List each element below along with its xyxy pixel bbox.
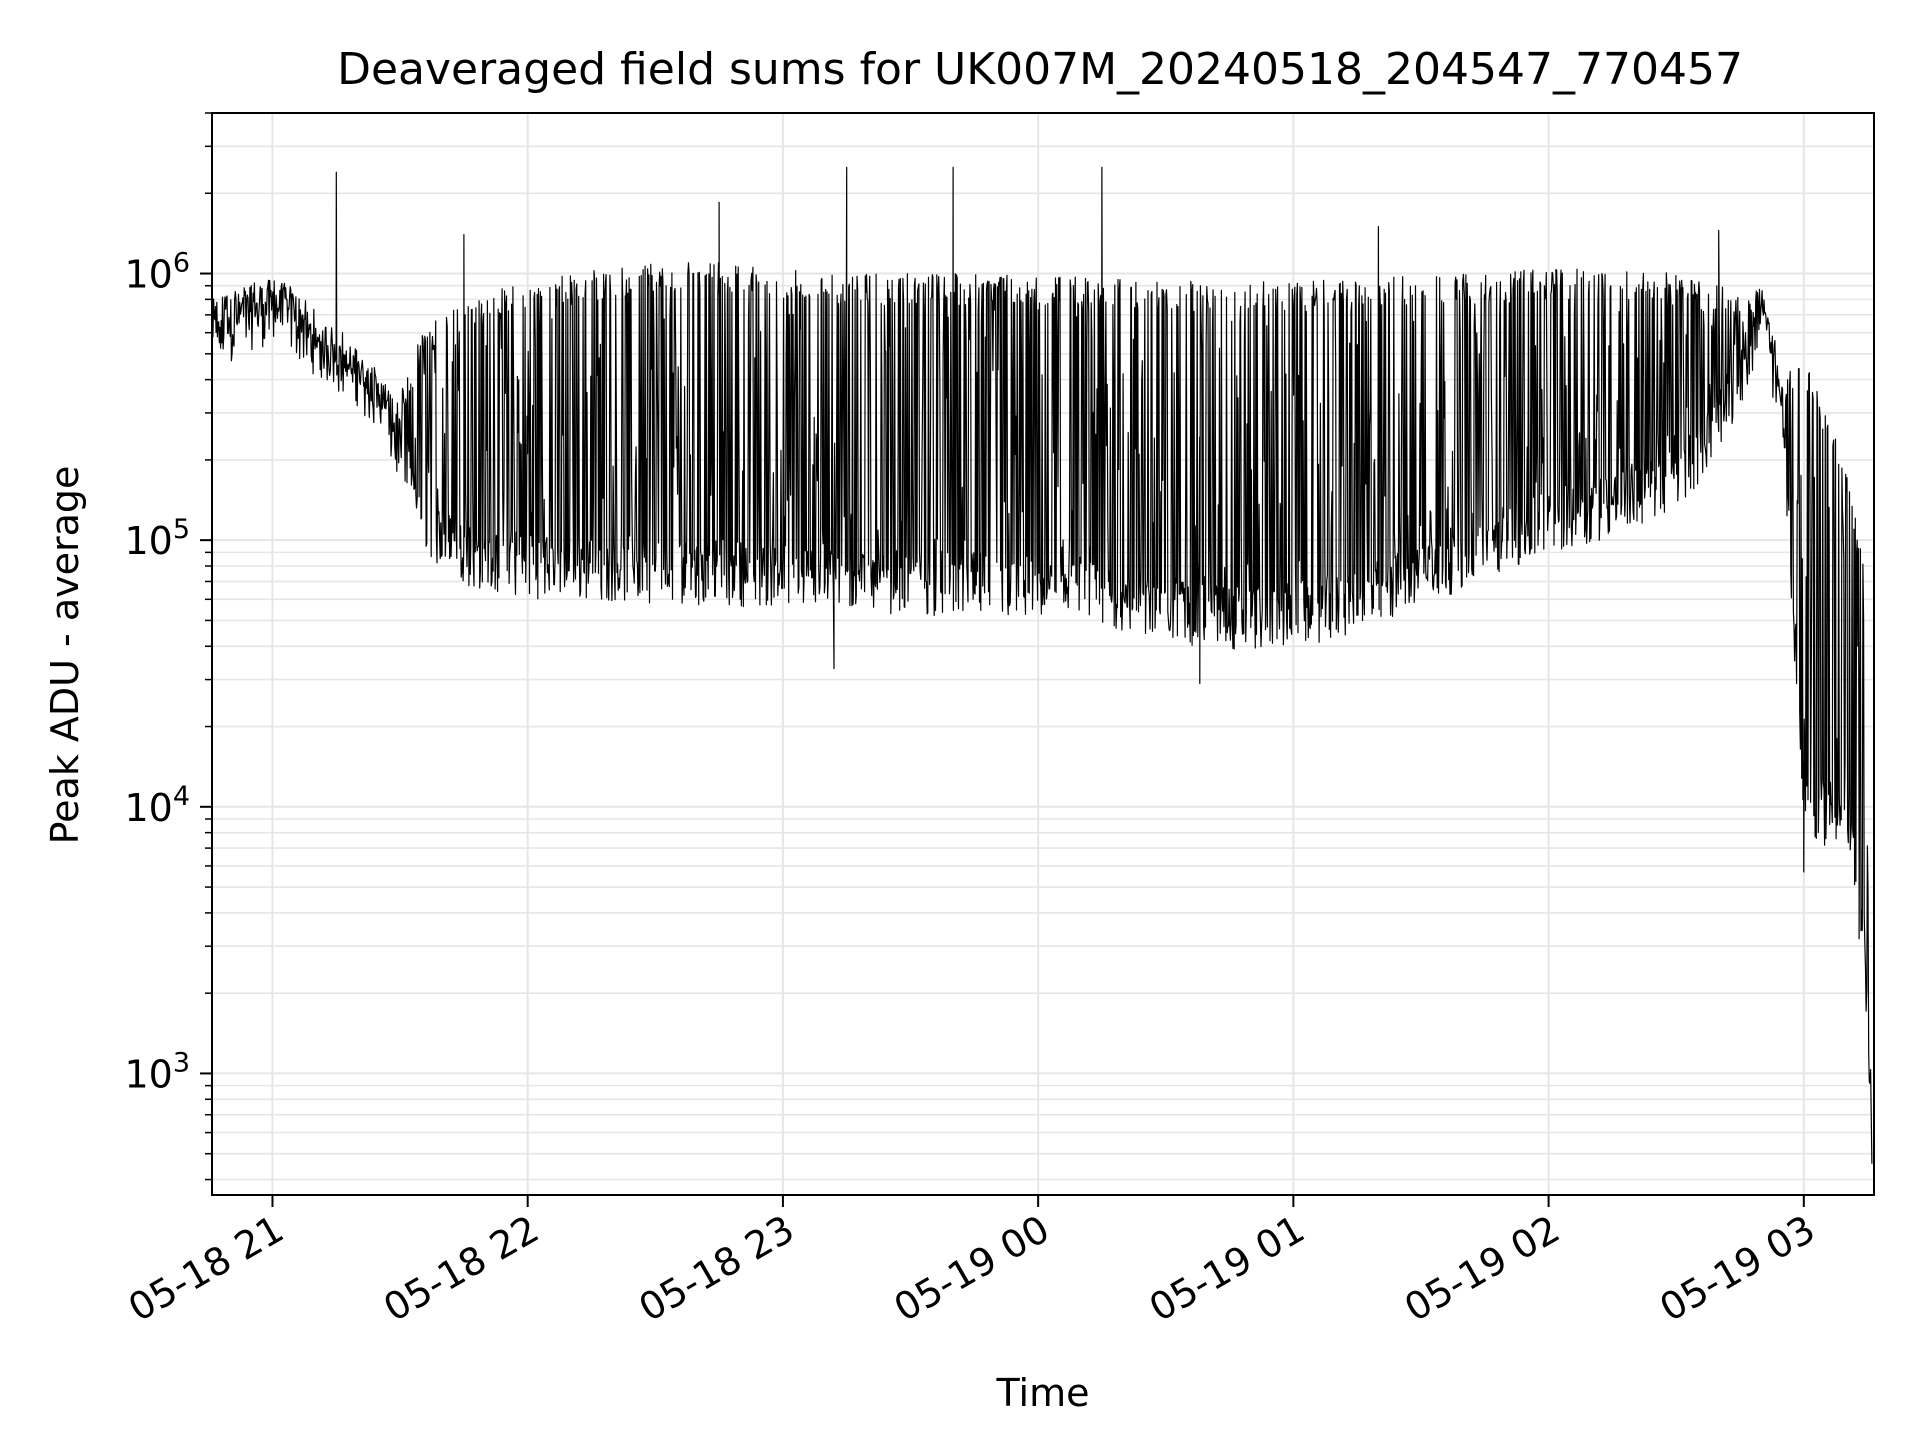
x-tick-label: 05-19 03: [1652, 1207, 1822, 1331]
series-layer: [212, 166, 1873, 1164]
x-tick-label: 05-19 02: [1397, 1207, 1567, 1331]
x-tick-label: 05-19 00: [887, 1207, 1057, 1331]
x-tick-label: 05-19 01: [1142, 1207, 1312, 1331]
x-tick-label: 05-18 21: [121, 1207, 291, 1331]
y-axis: 103 104 105 106: [124, 112, 212, 1181]
y-axis-label: Peak ADU - average: [43, 466, 87, 845]
y-tick-label: 106: [124, 248, 190, 297]
grid-layer: [212, 112, 1874, 1195]
x-tick-label: 05-18 23: [631, 1207, 801, 1331]
x-tick-label: 05-18 22: [376, 1207, 546, 1331]
y-tick-label: 105: [124, 514, 190, 563]
chart-title: Deaveraged field sums for UK007M_2024051…: [337, 44, 1743, 95]
x-axis-label: Time: [996, 1371, 1090, 1415]
plot-area-frame: [211, 112, 1875, 1196]
y-tick-label: 103: [124, 1047, 190, 1096]
series-line: [212, 166, 1873, 1164]
x-axis: 05-18 21 05-18 22 05-18 23 05-19 00 05-19 01…: [121, 1195, 1822, 1330]
y-tick-label: 104: [124, 781, 190, 830]
